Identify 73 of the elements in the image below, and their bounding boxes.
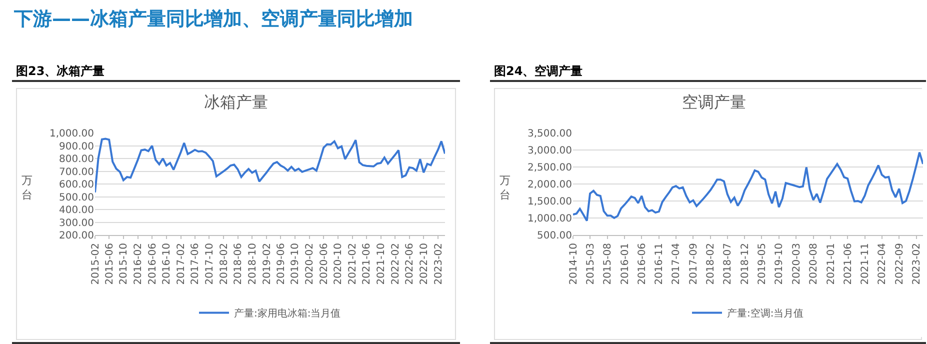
y-tick-label: 1,000.00	[527, 214, 572, 224]
x-tick-label: 2014-10	[568, 243, 580, 285]
x-tick-label: 2018-02	[706, 243, 717, 285]
caption: 图23、冰箱产量	[12, 62, 460, 82]
x-tick-label: 2018-10	[247, 243, 258, 285]
x-tick-label: 2018-12	[740, 243, 751, 285]
line-series	[95, 138, 445, 194]
x-tick-label: 2019-05	[756, 243, 768, 285]
x-tick-label: 2020-06	[318, 243, 330, 285]
x-tick-label: 2020-02	[304, 243, 316, 285]
y-tick-label: 500.00	[537, 230, 572, 242]
y-tick-label: 1,000.00	[49, 128, 94, 140]
x-tick-label: 2017-09	[688, 243, 700, 285]
x-tick-label: 2016-02	[133, 243, 144, 285]
y-tick-label: 500.00	[59, 192, 94, 204]
text: 下游——冰箱产量同比增加、空调产量同比增加	[14, 7, 413, 32]
x-tick-label: 2016-10	[162, 243, 173, 285]
x-tick-label: 2018-07	[722, 243, 734, 285]
x-tick-label: 2019-10	[774, 243, 786, 285]
y-tick-label: 1,500.00	[527, 196, 572, 208]
x-tick-label: 2016-11	[654, 243, 666, 285]
x-tick-label: 2023-02	[433, 243, 444, 285]
x-tick-label: 2019-02	[262, 243, 273, 285]
y-tick-label: 700.00	[59, 166, 94, 178]
x-tick-label: 2023-02	[912, 243, 923, 285]
chart-title: 冰箱产量	[204, 92, 268, 112]
x-tick-label: 2015-06	[104, 243, 116, 285]
chart-title: 空调产量	[682, 92, 746, 112]
legend-label: 产量:空调:当月值	[727, 308, 804, 320]
x-tick-label: 2015-10	[118, 243, 130, 285]
x-tick-label: 2015-02	[90, 243, 102, 285]
x-tick-label: 2018-06	[233, 243, 244, 285]
x-tick-label: 2015-03	[585, 243, 596, 285]
x-tick-label: 2021-01	[826, 243, 837, 285]
x-tick-label: 2017-10	[204, 243, 216, 285]
x-tick-label: 2022-02	[390, 243, 402, 285]
x-tick-label: 2015-08	[602, 243, 614, 285]
y-tick-label: 600.00	[59, 180, 94, 190]
x-tick-label: 2020-10	[333, 243, 344, 285]
x-tick-label: 2018-02	[218, 243, 230, 285]
x-tick-label: 2021-06	[842, 243, 854, 285]
line-series	[573, 151, 923, 222]
y-tick-label: 300.00	[59, 218, 94, 229]
y-tick-label: 200.00	[59, 230, 94, 242]
legend-label: 产量:家用电冰箱:当月值	[234, 308, 341, 320]
x-tick-label: 2016-01	[620, 243, 631, 285]
y-tick-label: 3,000.00	[527, 146, 572, 156]
x-tick-label: 2019-06	[276, 243, 287, 285]
y-axis-title: 万台	[500, 174, 510, 202]
x-tick-label: 2021-06	[362, 243, 373, 285]
y-tick-label: 2,500.00	[527, 162, 572, 174]
x-tick-label: 2021-11	[860, 243, 872, 285]
caption: 图24、空调产量	[490, 62, 926, 82]
y-tick-label: 800.00	[59, 154, 94, 165]
x-tick-label: 2021-02	[348, 243, 359, 285]
x-tick-label: 2017-06	[190, 243, 202, 285]
y-tick-label: 3,500.00	[527, 128, 572, 140]
x-tick-label: 2022-10	[418, 243, 430, 285]
y-tick-label: 900.00	[59, 141, 94, 152]
y-tick-label: 2,000.00	[527, 180, 572, 190]
x-tick-label: 2017-02	[176, 243, 188, 285]
x-tick-label: 2016-06	[147, 243, 158, 285]
x-tick-label: 2022-04	[877, 243, 888, 285]
y-axis-title: 万台	[22, 174, 32, 202]
x-tick-label: 2020-08	[808, 243, 820, 285]
y-tick-label: 400.00	[59, 205, 94, 216]
x-tick-label: 2021-10	[376, 243, 388, 285]
x-tick-label: 2022-09	[894, 243, 906, 285]
x-tick-label: 2017-04	[671, 243, 682, 285]
x-tick-label: 2020-03	[791, 243, 802, 285]
x-tick-label: 2022-06	[404, 243, 416, 285]
x-tick-label: 2019-10	[290, 243, 302, 285]
x-tick-label: 2016-06	[636, 243, 648, 285]
